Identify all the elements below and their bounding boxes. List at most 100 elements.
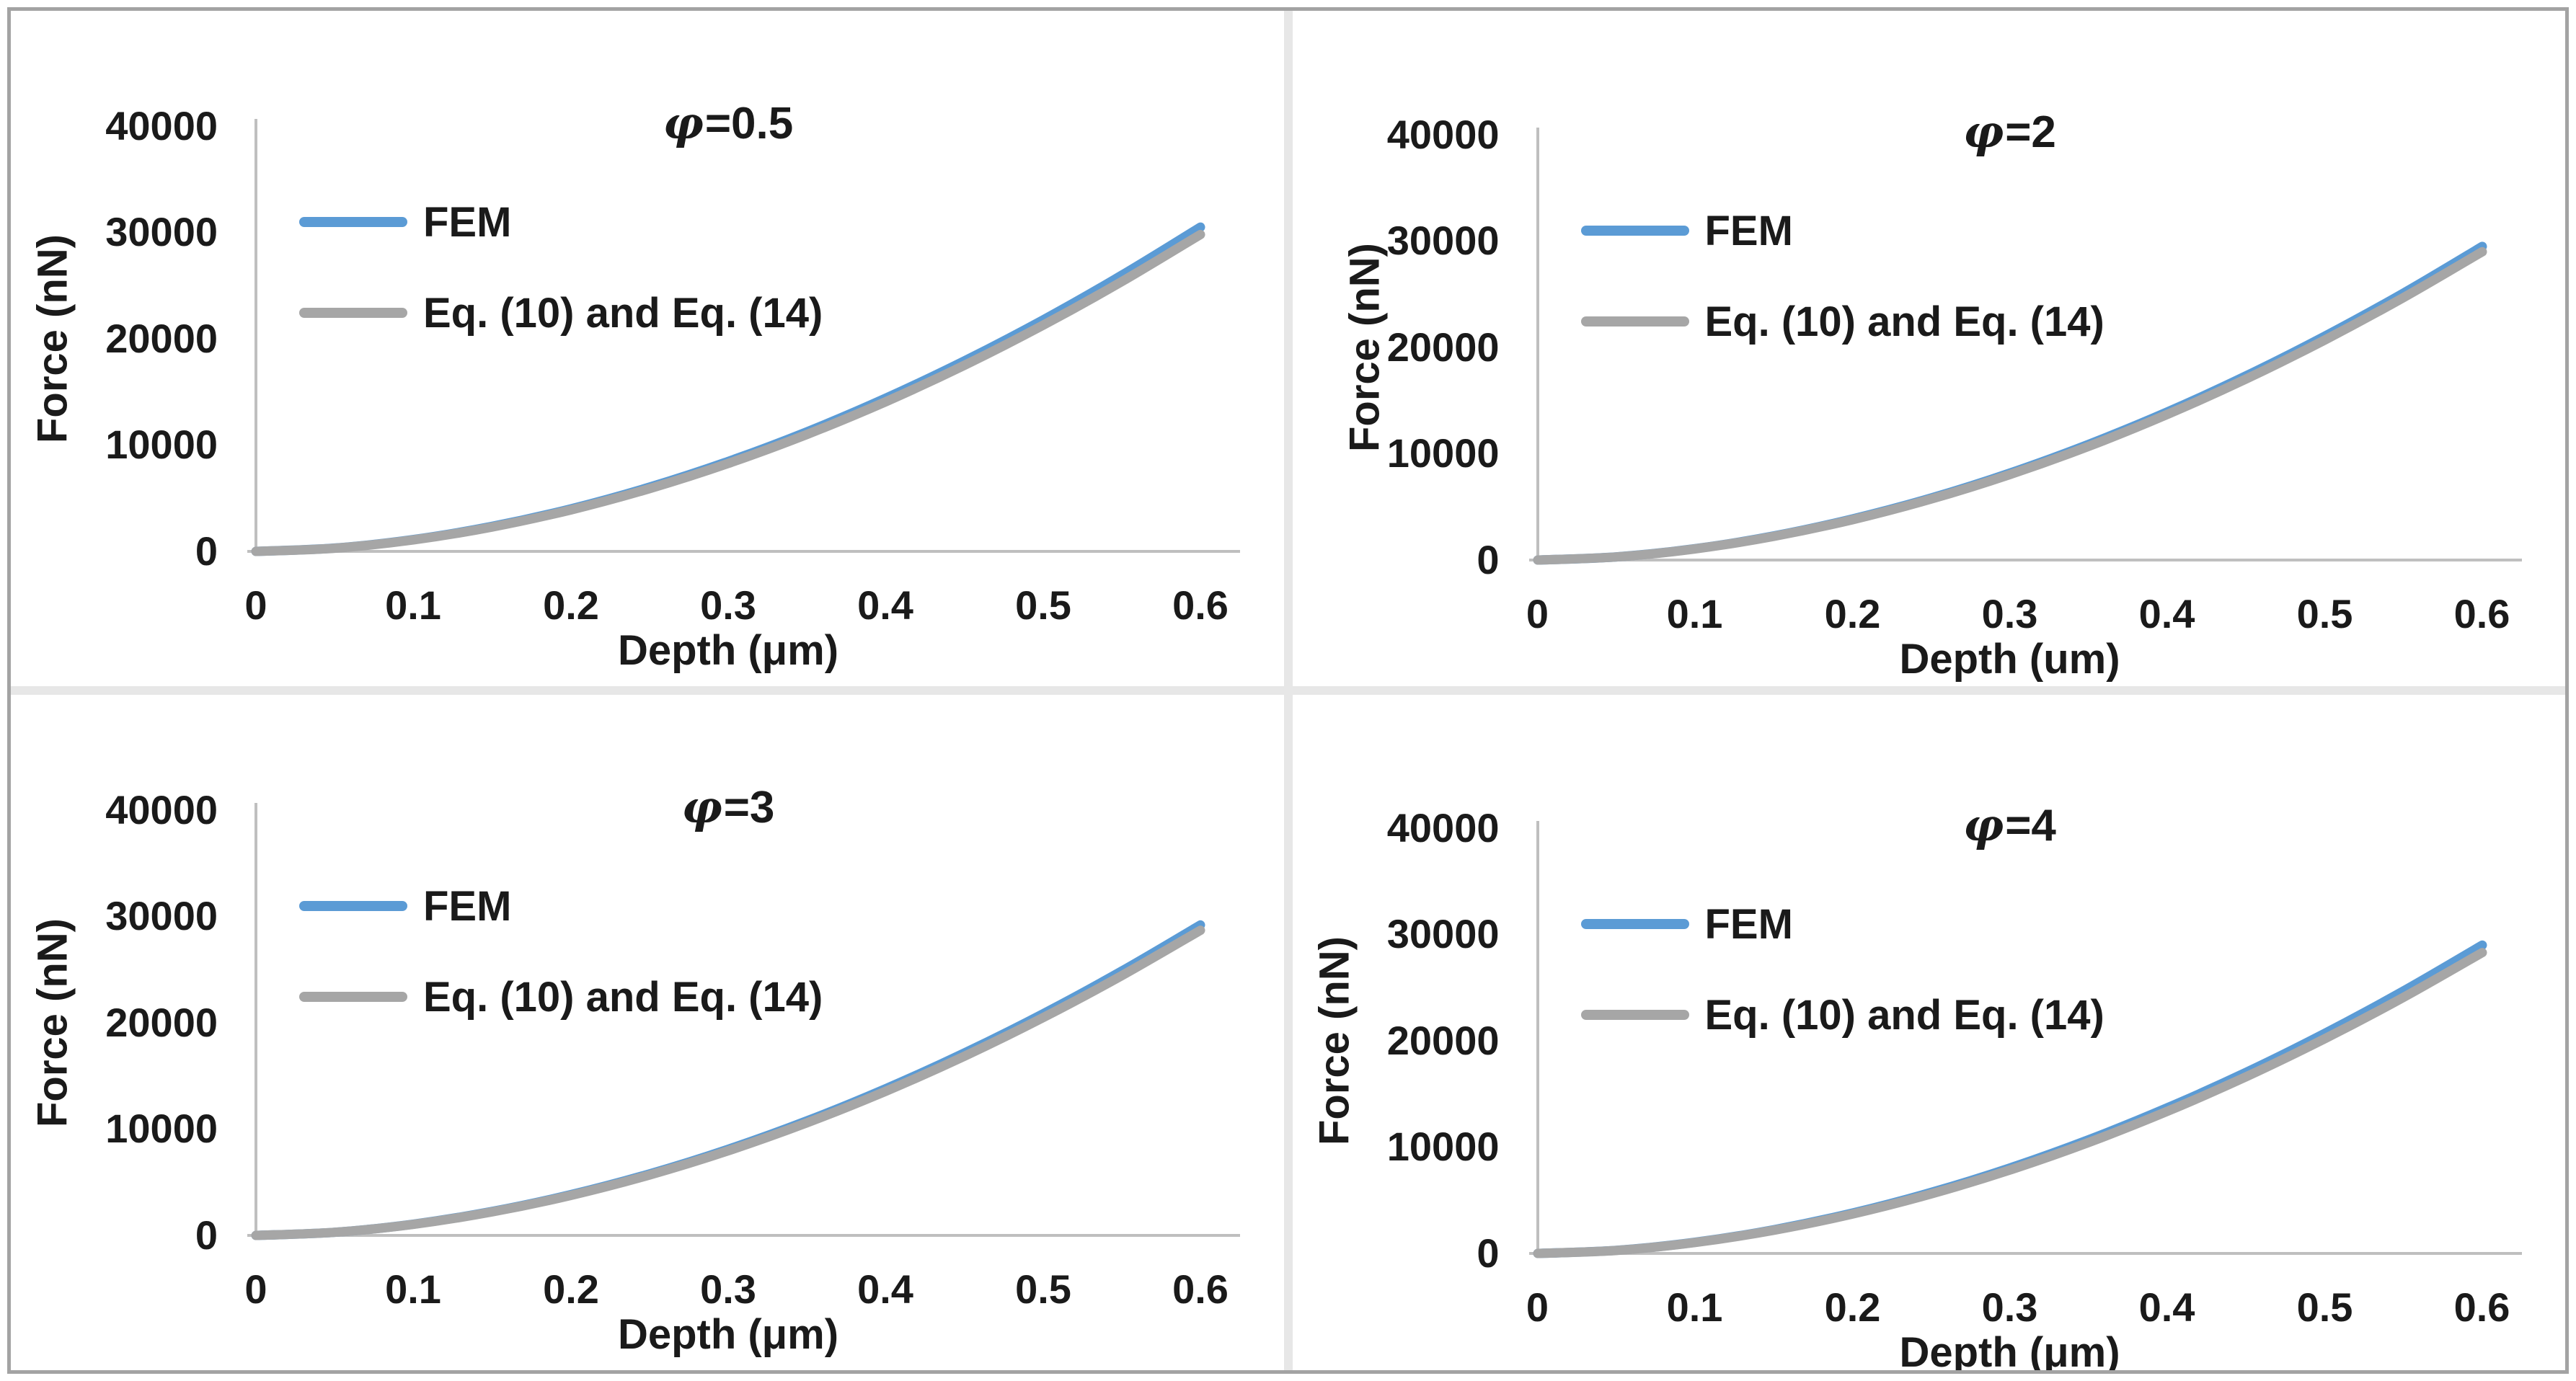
y-tick-label: 30000 <box>1386 218 1500 263</box>
legend-entry-fem: FEM <box>299 882 823 930</box>
x-tick-label: 0.3 <box>1981 1284 2038 1330</box>
x-tick-label: 0.6 <box>2453 591 2510 636</box>
y-tick-label: 40000 <box>1386 805 1500 851</box>
legend-entry-fem: FEM <box>299 198 823 246</box>
phi-symbol: φ <box>1963 105 2004 159</box>
x-tick-label: 0.5 <box>1015 582 1071 628</box>
x-axis-title: Depth (μm) <box>617 627 839 674</box>
x-axis-title: Depth (um) <box>1899 636 2120 683</box>
x-tick-label: 0.3 <box>700 1266 756 1312</box>
eq-legend-swatch <box>299 308 407 318</box>
panel-inner: φ=4 Force (nN) 40000 30000 20000 10000 0… <box>1293 713 2566 1370</box>
y-tick-label: 0 <box>195 528 218 574</box>
y-tick-label: 0 <box>1477 537 1500 582</box>
x-tick-label: 0.3 <box>700 582 756 628</box>
x-tick-label: 0 <box>1526 1284 1549 1330</box>
y-tick-label: 10000 <box>1386 1124 1500 1169</box>
figure-frame: φ=0.5 Force (nN) 40000 30000 20000 10000… <box>7 7 2569 1374</box>
legend: FEM Eq. (10) and Eq. (14) <box>299 198 823 381</box>
legend-entry-eq: Eq. (10) and Eq. (14) <box>299 289 823 337</box>
chart-title: φ=2 <box>1963 105 2056 158</box>
eq-legend-swatch <box>299 992 407 1002</box>
plot-area <box>1528 821 2522 1258</box>
x-tick-label: 0.5 <box>2296 591 2353 636</box>
fem-legend-swatch <box>299 901 407 911</box>
x-tick-label: 0 <box>244 582 267 628</box>
phi-symbol: φ <box>1963 799 2004 852</box>
x-tick-label: 0.1 <box>385 582 441 628</box>
eq-legend-label: Eq. (10) and Eq. (14) <box>1704 991 2104 1039</box>
fem-legend-swatch <box>299 217 407 227</box>
eq-curve <box>1533 247 2487 565</box>
fem-legend-label: FEM <box>1704 900 1793 948</box>
panel-inner: φ=2 Force (nN) 40000 30000 20000 10000 0… <box>1293 19 2566 686</box>
y-tick-label: 0 <box>195 1212 218 1258</box>
x-tick-label: 0.4 <box>857 582 913 628</box>
x-tick-label: 0 <box>1526 591 1549 636</box>
legend: FEM Eq. (10) and Eq. (14) <box>1580 207 2104 390</box>
phi-symbol: φ <box>663 97 704 150</box>
x-tick-label: 0.6 <box>1172 1266 1229 1312</box>
x-tick-label: 0.2 <box>1824 1284 1881 1330</box>
legend: FEM Eq. (10) and Eq. (14) <box>1580 900 2104 1083</box>
x-tick-label: 0.4 <box>857 1266 913 1312</box>
y-tick-label: 20000 <box>105 1000 218 1045</box>
chart-title-value: =3 <box>723 783 775 833</box>
panel-inner: φ=3 Force (nN) 40000 30000 20000 10000 0… <box>11 695 1284 1370</box>
x-tick-label: 0.2 <box>1824 591 1881 636</box>
eq-legend-label: Eq. (10) and Eq. (14) <box>1704 298 2104 345</box>
chart-title: φ=3 <box>682 781 775 833</box>
plot-area <box>247 119 1240 556</box>
x-tick-label: 0.1 <box>1666 1284 1723 1330</box>
x-tick-label: 0.3 <box>1981 591 2038 636</box>
plot-area <box>247 803 1240 1240</box>
legend: FEM Eq. (10) and Eq. (14) <box>299 882 823 1065</box>
chart-panel-phi-2: φ=2 Force (nN) 40000 30000 20000 10000 0… <box>1292 11 2566 686</box>
y-tick-label: 40000 <box>105 787 218 832</box>
x-tick-label: 0.5 <box>2296 1284 2353 1330</box>
fem-legend-label: FEM <box>1704 207 1793 254</box>
eq-legend-swatch <box>1580 316 1689 327</box>
y-tick-label: 10000 <box>105 422 218 467</box>
y-tick-label: 40000 <box>1386 112 1500 157</box>
legend-entry-fem: FEM <box>1580 900 2104 948</box>
chart-panel-phi-3: φ=3 Force (nN) 40000 30000 20000 10000 0… <box>11 695 1284 1370</box>
eq-legend-label: Eq. (10) and Eq. (14) <box>423 289 823 337</box>
plot-area <box>1528 128 2522 565</box>
chart-title-value: =0.5 <box>704 99 794 149</box>
phi-symbol: φ <box>681 781 722 834</box>
panel-inner: φ=0.5 Force (nN) 40000 30000 20000 10000… <box>11 11 1284 686</box>
chart-title: φ=4 <box>1963 799 2056 851</box>
x-tick-label: 0.2 <box>543 1266 599 1312</box>
x-tick-label: 0.4 <box>2138 591 2195 636</box>
legend-entry-fem: FEM <box>1580 207 2104 254</box>
x-tick-label: 0.6 <box>1172 582 1229 628</box>
legend-entry-eq: Eq. (10) and Eq. (14) <box>1580 991 2104 1039</box>
x-tick-label: 0.1 <box>385 1266 441 1312</box>
legend-entry-eq: Eq. (10) and Eq. (14) <box>1580 298 2104 345</box>
y-tick-label: 0 <box>1477 1230 1500 1276</box>
eq-curve <box>251 229 1205 556</box>
x-tick-label: 0 <box>244 1266 267 1312</box>
fem-legend-swatch <box>1580 919 1689 929</box>
legend-entry-eq: Eq. (10) and Eq. (14) <box>299 973 823 1021</box>
y-tick-label: 10000 <box>1386 430 1500 476</box>
eq-curve <box>251 925 1205 1240</box>
x-axis-title: Depth (μm) <box>617 1311 839 1358</box>
y-tick-label: 40000 <box>105 103 218 148</box>
x-tick-label: 0.5 <box>1015 1266 1071 1312</box>
fem-legend-label: FEM <box>423 198 512 246</box>
chart-title: φ=0.5 <box>663 97 794 149</box>
fem-legend-label: FEM <box>423 882 512 930</box>
chart-title-value: =2 <box>2005 107 2056 158</box>
eq-curve <box>1533 948 2487 1258</box>
y-tick-label: 10000 <box>105 1106 218 1151</box>
chart-panel-phi-0p5: φ=0.5 Force (nN) 40000 30000 20000 10000… <box>11 11 1284 686</box>
chart-panel-phi-4: φ=4 Force (nN) 40000 30000 20000 10000 0… <box>1292 695 2566 1370</box>
y-tick-label: 20000 <box>1386 324 1500 370</box>
x-tick-label: 0.6 <box>2453 1284 2510 1330</box>
x-tick-label: 0.4 <box>2138 1284 2195 1330</box>
y-tick-label: 20000 <box>105 316 218 361</box>
eq-legend-label: Eq. (10) and Eq. (14) <box>423 973 823 1021</box>
y-tick-label: 30000 <box>105 893 218 938</box>
